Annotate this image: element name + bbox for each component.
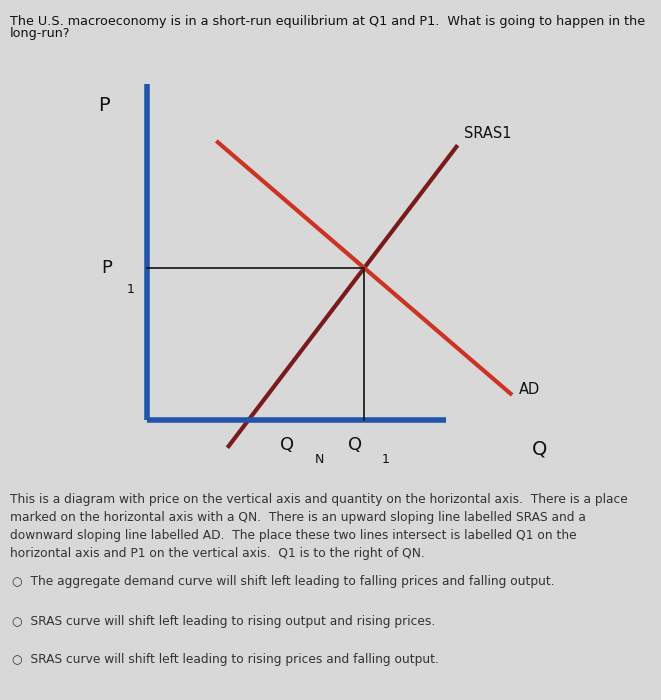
Text: ○  The aggregate demand curve will shift left leading to falling prices and fall: ○ The aggregate demand curve will shift …: [12, 575, 555, 587]
Text: Q: Q: [280, 435, 294, 454]
Text: AD: AD: [519, 382, 540, 397]
Text: ○  SRAS curve will shift left leading to rising prices and falling output.: ○ SRAS curve will shift left leading to …: [12, 653, 439, 666]
Text: Q: Q: [532, 440, 547, 459]
Text: long-run?: long-run?: [10, 27, 71, 40]
Text: SRAS1: SRAS1: [465, 126, 512, 141]
Text: P: P: [98, 97, 110, 116]
Text: This is a diagram with price on the vertical axis and quantity on the horizontal: This is a diagram with price on the vert…: [10, 494, 628, 561]
Text: Q: Q: [348, 435, 362, 454]
Text: 1: 1: [127, 284, 135, 296]
Text: ○  SRAS curve will shift left leading to rising output and rising prices.: ○ SRAS curve will shift left leading to …: [12, 615, 435, 628]
Text: P: P: [101, 259, 112, 277]
Text: The U.S. macroeconomy is in a short-run equilibrium at Q1 and P1.  What is going: The U.S. macroeconomy is in a short-run …: [10, 15, 645, 29]
Text: N: N: [315, 454, 324, 466]
Text: 1: 1: [382, 454, 390, 466]
